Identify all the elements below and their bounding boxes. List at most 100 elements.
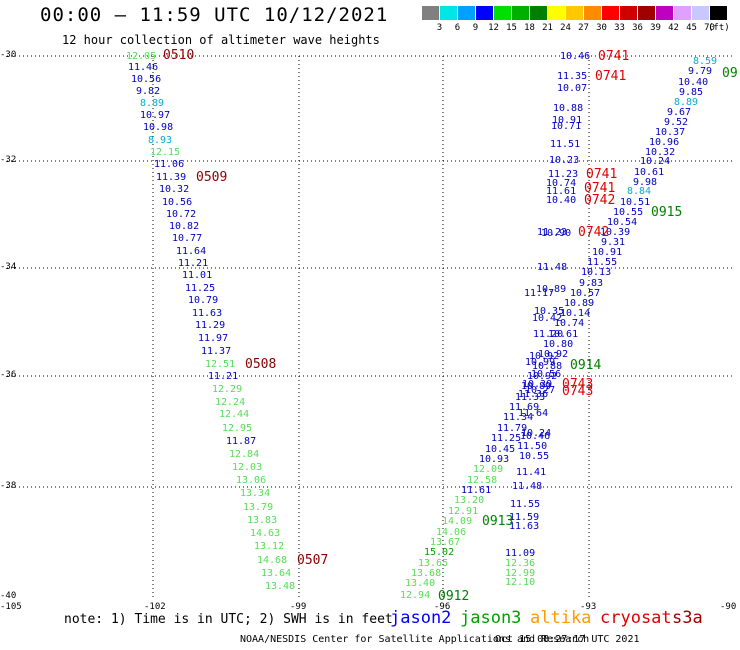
wave-height-value: 12.95 [222, 423, 253, 434]
legend-jason2: jason2 [390, 608, 452, 628]
wave-height-value: 8.89 [674, 97, 699, 108]
credit-text: NOAA/NESDIS Center for Satellite Applica… [240, 634, 590, 645]
wave-height-value: 10.13 [581, 267, 612, 278]
wave-height-value: 13.67 [430, 537, 461, 548]
wave-height-value: 12.10 [505, 577, 536, 588]
wave-height-value: 10.74 [554, 318, 585, 329]
scale-swatch [638, 6, 655, 20]
wave-height-value: 8.89 [140, 98, 165, 109]
wave-height-value: 11.36 [518, 389, 549, 400]
pass-time-label: 0912 [438, 589, 470, 604]
wave-height-value: 10.98 [143, 122, 174, 133]
scale-label: 36 [632, 23, 643, 33]
latitude-label: -34 [0, 262, 17, 272]
wave-height-value: 10.89 [564, 298, 595, 309]
wave-height-value: 10.55 [613, 207, 644, 218]
pass-time-label: 0741 [584, 181, 616, 196]
wave-height-value: 10.91 [592, 247, 623, 258]
wave-height-value: 13.34 [240, 488, 271, 499]
scale-swatch [620, 6, 637, 20]
wave-height-value: 10.40 [678, 77, 709, 88]
scale-label: 6 [454, 23, 461, 33]
wave-height-value: 10.77 [172, 233, 203, 244]
wave-height-value: 13.48 [265, 581, 296, 592]
pass-time-label: 0509 [196, 170, 228, 185]
scale-label: 18 [524, 23, 535, 33]
legend-cryosat: cryosat [600, 608, 672, 628]
longitude-label: -90 [720, 602, 737, 612]
scale-label: 27 [578, 23, 589, 33]
wave-height-value: 11.48 [537, 262, 568, 273]
wave-height-value: 12.99 [505, 568, 536, 579]
pass-time-label: 0742 [578, 225, 610, 240]
scale-label: 70 [704, 23, 715, 33]
pass-time-label: 0743 [562, 377, 594, 392]
wave-height-value: 9.82 [136, 86, 161, 97]
wave-height-value: 10.61 [634, 167, 665, 178]
scale-label: 21 [542, 23, 553, 33]
pass-time-label: 0914 [570, 358, 602, 373]
wave-height-value: 9.52 [664, 117, 689, 128]
wave-height-value: 10.51 [620, 197, 651, 208]
wave-height-value: 10.55 [519, 451, 550, 462]
scale-label: 15 [506, 23, 517, 33]
wave-height-value: 11.41 [516, 467, 547, 478]
wave-height-value: 11.55 [510, 499, 541, 510]
wave-height-value: 11.06 [154, 159, 185, 170]
wave-height-value: 10.56 [131, 74, 162, 85]
wave-height-value: 13.65 [418, 558, 449, 569]
latitude-label: -30 [0, 50, 17, 60]
wave-height-value: 10.39 [600, 227, 631, 238]
wave-height-value: 11.61 [546, 186, 577, 197]
wave-height-value: 9.31 [601, 237, 626, 248]
wave-height-value: 12.24 [215, 397, 246, 408]
wave-height-value: 10.27 [525, 385, 556, 396]
wave-height-value: 11.01 [182, 270, 213, 281]
wave-height-value: 10.80 [543, 339, 574, 350]
wave-height-value: 10.46 [520, 431, 551, 442]
scale-swatch [476, 6, 493, 20]
wave-height-value: 11.33 [515, 392, 546, 403]
wave-height-value: 12.36 [505, 558, 536, 569]
wave-height-value: 10.54 [607, 217, 638, 228]
wave-height-value: 11.23 [548, 169, 579, 180]
wave-height-value: 11.17 [524, 288, 555, 299]
wave-height-value: 11.87 [226, 436, 257, 447]
longitude-label: -96 [434, 602, 451, 612]
wave-height-value: 10.90 [541, 228, 572, 239]
wave-height-value: 10.72 [166, 209, 197, 220]
wave-height-value: 11.51 [550, 139, 581, 150]
pass-time-label: 09 [722, 66, 738, 81]
wave-height-value: 10.92 [538, 349, 569, 360]
wave-height-value: 14.63 [250, 528, 281, 539]
wave-height-value: 10.46 [560, 51, 591, 62]
pass-time-label: 0741 [595, 69, 627, 84]
wave-height-value: 10.07 [557, 83, 588, 94]
wave-height-value: 13.64 [261, 568, 292, 579]
wave-height-value: 10.99 [525, 357, 556, 368]
wave-height-value: 10.40 [546, 195, 577, 206]
scale-swatch [548, 6, 565, 20]
wave-height-value: 9.83 [579, 278, 604, 289]
scale-swatch [710, 6, 727, 20]
scale-label: 42 [668, 23, 679, 33]
wave-height-value: 9.98 [633, 177, 658, 188]
wave-height-value: 11.09 [505, 548, 536, 559]
wave-height-value: 10.35 [534, 306, 565, 317]
wave-height-value: 10.32 [159, 184, 190, 195]
wave-height-value: 11.23 [537, 227, 568, 238]
wave-height-value: 10.14 [560, 308, 591, 319]
wave-height-value: 11.64 [518, 408, 549, 419]
scale-label: 33 [614, 23, 625, 33]
wave-height-value: 13.40 [405, 578, 436, 589]
wave-height-value: 11.97 [198, 333, 229, 344]
wave-height-value: 10.42 [532, 313, 563, 324]
note-text: note: 1) Time is in UTC; 2) SWH is in fe… [64, 612, 393, 627]
latitude-label: -40 [0, 591, 17, 601]
wave-height-value: 11.29 [195, 320, 226, 331]
wave-height-value: 8.59 [693, 56, 718, 67]
wave-height-value: 9.79 [688, 66, 713, 77]
wave-height-value: 12.51 [205, 359, 236, 370]
wave-height-value: 10.56 [531, 369, 562, 380]
wave-height-value: 11.21 [178, 258, 209, 269]
